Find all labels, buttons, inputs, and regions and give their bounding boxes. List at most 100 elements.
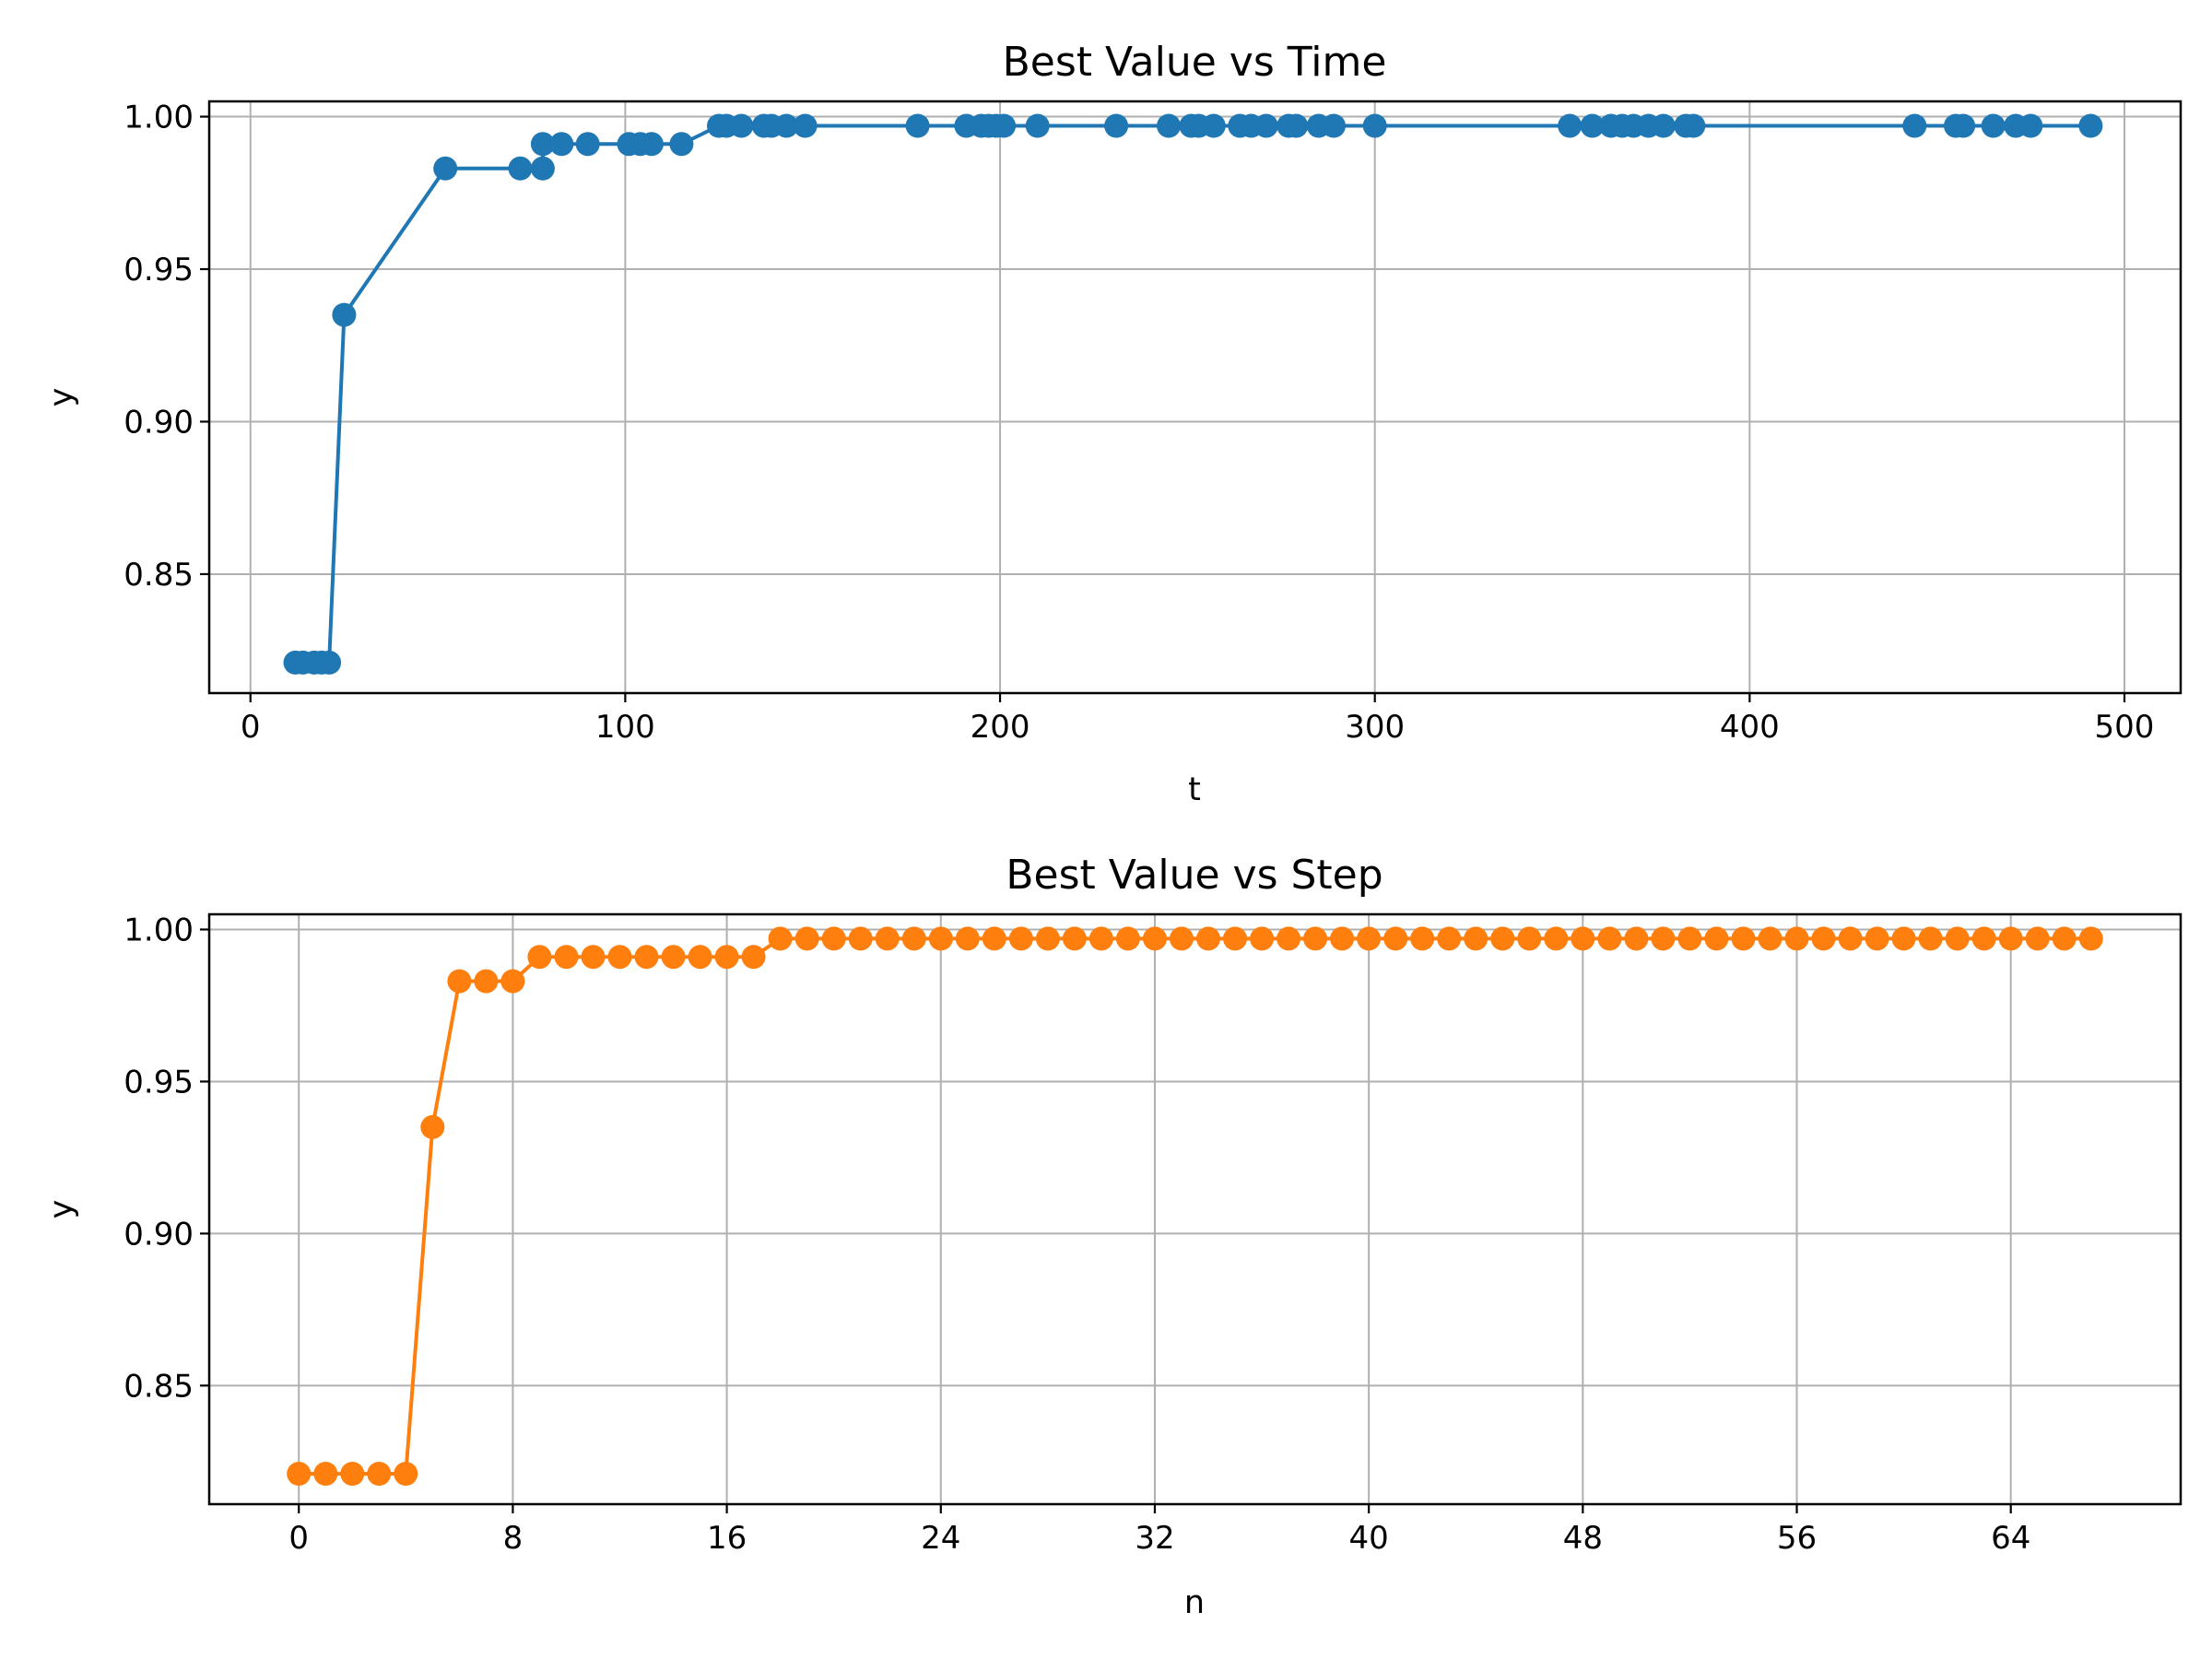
time-y-tick-label: 0.90 [124,404,194,441]
step-data-point [1571,926,1595,951]
step-data-point [1088,926,1113,951]
time-x-tick-label: 200 [971,709,1030,746]
step-data-point [1357,926,1382,951]
time-x-axis-label: t [1188,771,1201,808]
step-data-point [634,945,659,970]
time-data-point [530,156,555,181]
step-x-tick-label: 64 [1991,1520,2030,1557]
time-y-tick-label: 0.95 [124,252,194,288]
step-data-point [581,945,606,970]
step-chart-title: Best Value vs Step [1006,852,1382,899]
step-data-point [688,945,712,970]
step-data-point [1115,926,1140,951]
step-data-point [394,1462,418,1486]
step-x-tick-label: 8 [503,1520,524,1557]
step-x-tick-label: 56 [1777,1520,1817,1557]
step-data-point [1330,926,1355,951]
time-data-point [729,113,754,138]
step-y-tick-label: 0.95 [124,1064,194,1100]
time-x-tick-label: 300 [1345,709,1405,746]
step-data-point [875,926,900,951]
time-y-tick-label: 0.85 [124,557,194,594]
time-data-point [774,113,799,138]
step-data-point [661,945,686,970]
time-data-point [530,132,555,157]
time-data-point [1157,113,1181,138]
time-data-point [1253,113,1278,138]
step-data-point [1410,926,1435,951]
step-data-point [1490,926,1515,951]
step-y-ticks: 0.85 0.90 0.95 1.00 [124,912,209,1405]
step-subplot: Best Value vs Step 0 8 16 24 32 40 48 56 64 0.85… [43,852,2183,1621]
time-data-point [1558,113,1583,138]
time-data-point [1201,113,1226,138]
step-data-point [1303,926,1328,951]
step-data-point [1784,926,1809,951]
time-data-point [1651,113,1676,138]
step-data-point [1597,926,1622,951]
step-data-point [2025,926,2050,951]
step-x-tick-label: 48 [1563,1520,1603,1557]
time-plot-frame [207,100,2183,695]
step-x-tick-label: 0 [288,1520,309,1557]
step-data-point [1998,926,2023,951]
time-data-point [1951,113,1976,138]
time-data-point [2078,113,2103,138]
time-subplot: Best Value vs Time 0 100 200 300 400 500 0.85… [43,39,2183,808]
step-data-point [848,926,873,951]
step-data-point [1517,926,1542,951]
step-data-point [607,945,632,970]
step-data-point [554,945,579,970]
step-data-point [955,926,980,951]
step-data-point [1170,926,1194,951]
time-data-point [1681,113,1706,138]
time-data-point [1322,113,1346,138]
time-data-point [1902,113,1927,138]
step-plot-frame [207,912,2183,1506]
time-data-point [2018,113,2043,138]
step-data-point [1008,926,1033,951]
step-data-point [1624,926,1649,951]
step-data-point [1891,926,1916,951]
time-data-point [793,113,818,138]
time-series [283,113,2103,675]
step-data-point [420,1114,445,1139]
step-y-tick-label: 0.90 [124,1216,194,1253]
step-data-point [1704,926,1729,951]
step-data-point [768,926,793,951]
step-data-point [1223,926,1247,951]
time-data-point [639,132,664,157]
step-data-point [982,926,1006,951]
step-data-point [1035,926,1060,951]
time-y-ticks: 0.85 0.90 0.95 1.00 [124,100,209,594]
step-data-point [474,969,499,994]
step-data-point [1464,926,1488,951]
time-y-axis-label: y [43,388,80,407]
time-data-point [317,650,342,675]
time-data-point [575,132,600,157]
step-x-ticks: 0 8 16 24 32 40 48 56 64 [288,1504,2030,1557]
step-data-point [1544,926,1569,951]
step-data-point [367,1462,392,1486]
step-data-point [1250,926,1275,951]
step-data-point [340,1462,365,1486]
time-data-point [1580,113,1605,138]
step-data-point [1971,926,1996,951]
time-data-point [1025,113,1050,138]
step-x-tick-label: 32 [1135,1520,1174,1557]
time-data-point [332,302,357,327]
step-data-point [1196,926,1220,951]
step-data-point [1731,926,1756,951]
step-data-point [821,926,846,951]
step-data-point [447,969,472,994]
time-data-point [1981,113,2006,138]
step-data-point [1437,926,1462,951]
step-grid [209,914,2181,1504]
time-data-point [508,156,533,181]
time-y-tick-label: 1.00 [124,100,194,136]
time-x-tick-label: 500 [2095,709,2155,746]
time-data-point [992,113,1017,138]
step-y-tick-label: 1.00 [124,912,194,948]
